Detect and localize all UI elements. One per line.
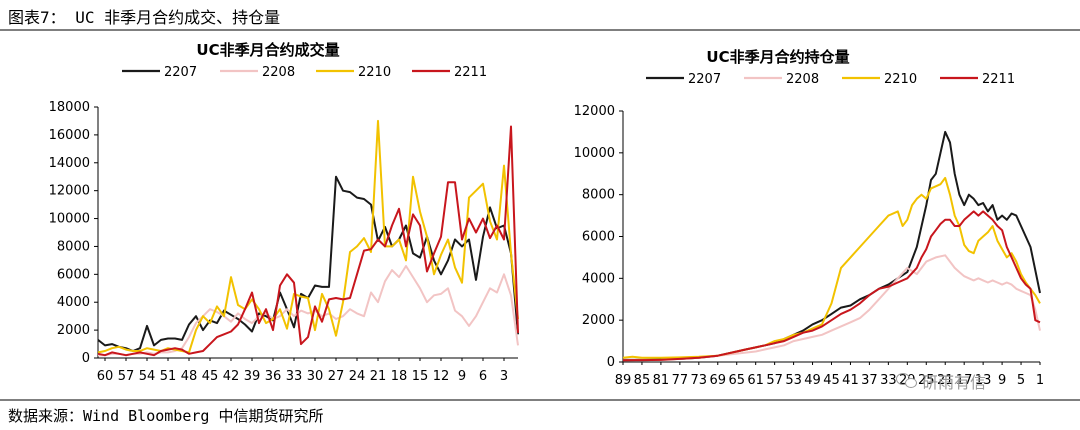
y-tick-label: 6000 — [57, 267, 90, 282]
legend-label-2211: 2211 — [982, 72, 1015, 87]
x-tick-label: 49 — [804, 373, 821, 388]
y-tick-label: 4000 — [57, 295, 90, 310]
x-tick-label: 33 — [880, 373, 897, 388]
y-tick-label: 0 — [82, 351, 90, 366]
y-tick-label: 0 — [607, 355, 615, 370]
x-tick-label: 39 — [244, 369, 261, 384]
x-tick-label: 13 — [975, 373, 992, 388]
series-line-2208 — [98, 265, 519, 357]
x-tick-label: 77 — [672, 373, 689, 388]
legend-label-2211: 2211 — [454, 65, 487, 80]
y-tick-label: 16000 — [49, 128, 90, 143]
x-tick-label: 57 — [118, 369, 135, 384]
x-tick-label: 85 — [634, 373, 651, 388]
x-tick-label: 21 — [937, 373, 954, 388]
y-tick-label: 4000 — [582, 271, 615, 286]
x-tick-label: 9 — [458, 369, 466, 384]
chart-title: UC非季月合约成交量 — [196, 41, 339, 59]
x-tick-label: 1 — [1036, 373, 1044, 388]
wechat-icon — [896, 373, 918, 389]
x-tick-label: 30 — [307, 369, 324, 384]
volume-chart: UC非季月合约成交量 2207 2208 2210 2211 0 2000 4000 6000 8… — [49, 41, 519, 384]
x-tick-label: 36 — [265, 369, 282, 384]
y-tick-label: 8000 — [57, 239, 90, 254]
series-line-2211 — [97, 125, 519, 357]
x-tick-label: 41 — [842, 373, 859, 388]
x-tick-label: 27 — [328, 369, 345, 384]
x-tick-label: 37 — [861, 373, 878, 388]
x-tick-label: 89 — [615, 373, 632, 388]
x-tick-label: 42 — [223, 369, 240, 384]
y-tick-label: 2000 — [582, 313, 615, 328]
y-tick-label: 12000 — [574, 104, 615, 119]
legend-label-2210: 2210 — [358, 65, 391, 80]
x-tick-label: 69 — [709, 373, 726, 388]
x-tick-label: 21 — [370, 369, 387, 384]
x-tick-label: 45 — [202, 369, 219, 384]
x-tick-label: 12 — [433, 369, 450, 384]
x-tick-label: 73 — [691, 373, 708, 388]
legend-label-2210: 2210 — [884, 72, 917, 87]
x-tick-label: 60 — [97, 369, 114, 384]
figure-title: 图表7： UC 非季月合约成交、持仓量 — [8, 8, 281, 27]
series-line-2211 — [622, 210, 1041, 362]
series-line-2208 — [622, 254, 1041, 362]
watermark: 研雨有信 — [896, 369, 986, 393]
x-tick-label: 53 — [785, 373, 802, 388]
y-tick-label: 8000 — [582, 188, 615, 203]
x-tick-label: 61 — [747, 373, 764, 388]
x-tick-label: 48 — [181, 369, 198, 384]
watermark-text: 研雨有信 — [922, 373, 987, 392]
y-tick-label: 2000 — [57, 323, 90, 338]
legend-label-2208: 2208 — [786, 72, 819, 87]
open-interest-chart: UC非季月合约持仓量 2207 2208 2210 2211 0 2000 4000 6000 8… — [574, 48, 1045, 388]
y-tick-label: 14000 — [49, 156, 90, 171]
x-tick-label: 51 — [160, 369, 177, 384]
top-rule — [0, 29, 1080, 31]
x-tick-label: 5 — [1017, 373, 1025, 388]
chart-title: UC非季月合约持仓量 — [706, 48, 849, 66]
x-tick-label: 18 — [391, 369, 408, 384]
x-tick-label: 15 — [412, 369, 429, 384]
y-tick-label: 18000 — [49, 100, 90, 115]
x-tick-label: 6 — [479, 369, 487, 384]
x-tick-label: 57 — [766, 373, 783, 388]
y-tick-label: 12000 — [49, 184, 90, 199]
x-tick-label: 17 — [956, 373, 973, 388]
series-line-2210 — [97, 119, 519, 354]
x-tick-label: 65 — [728, 373, 745, 388]
bottom-rule — [0, 399, 1080, 401]
x-tick-label: 9 — [998, 373, 1006, 388]
legend-label-2208: 2208 — [262, 65, 295, 80]
x-tick-label: 54 — [139, 369, 156, 384]
x-tick-label: 25 — [918, 373, 935, 388]
source-note: 数据来源：Wind Bloomberg 中信期货研究所 — [8, 407, 324, 425]
y-tick-label: 6000 — [582, 230, 615, 245]
x-tick-label: 33 — [286, 369, 303, 384]
y-tick-label: 10000 — [574, 146, 615, 161]
legend-label-2207: 2207 — [688, 72, 721, 87]
x-tick-label: 81 — [653, 373, 670, 388]
x-tick-label: 24 — [349, 369, 366, 384]
x-tick-label: 3 — [500, 369, 508, 384]
x-tick-label: 45 — [823, 373, 840, 388]
legend-label-2207: 2207 — [164, 65, 197, 80]
y-tick-label: 10000 — [49, 212, 90, 227]
